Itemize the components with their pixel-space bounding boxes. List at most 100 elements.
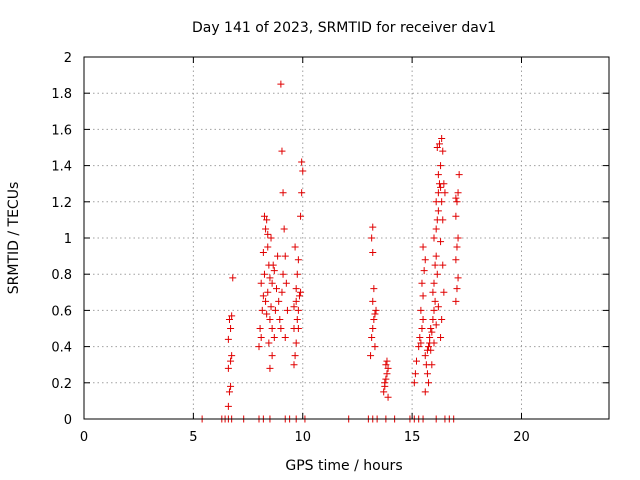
data-point — [274, 252, 282, 260]
data-point — [262, 297, 270, 305]
y-tick-label: 1.2 — [51, 196, 72, 211]
data-point — [413, 357, 420, 365]
data-point — [425, 379, 433, 387]
x-tick-label: 20 — [513, 430, 530, 445]
data-point — [292, 285, 300, 293]
data-point — [368, 334, 376, 342]
data-point — [229, 274, 237, 282]
data-point — [433, 270, 441, 278]
data-point — [281, 252, 289, 260]
data-point — [383, 357, 391, 365]
data-point — [452, 194, 460, 202]
data-point — [438, 134, 446, 142]
y-tick-label: 1.8 — [51, 87, 72, 102]
data-point — [423, 370, 431, 378]
y-tick-label: 1.6 — [51, 123, 72, 138]
data-point — [452, 256, 460, 264]
data-point — [266, 364, 274, 372]
data-point — [427, 325, 435, 332]
data-point — [372, 306, 380, 314]
data-point — [371, 343, 379, 351]
data-point — [432, 321, 440, 329]
data-point — [439, 216, 447, 224]
data-point — [369, 325, 377, 332]
axis-ticks — [83, 56, 609, 420]
data-point — [425, 343, 433, 351]
data-point — [430, 279, 438, 287]
grid-lines — [84, 57, 609, 419]
data-point — [290, 361, 298, 369]
data-point — [430, 234, 438, 242]
data-point — [381, 382, 389, 390]
data-point — [279, 189, 287, 197]
data-point — [369, 248, 377, 256]
data-point — [260, 270, 268, 278]
data-point — [293, 270, 301, 278]
data-point — [277, 80, 285, 88]
data-point — [299, 167, 307, 175]
y-tick-label: 0.6 — [51, 304, 72, 319]
data-point — [453, 243, 461, 251]
data-point — [437, 183, 445, 191]
data-point — [438, 198, 446, 206]
data-point — [290, 303, 298, 311]
data-point — [268, 279, 276, 287]
data-point — [440, 180, 448, 188]
data-point — [255, 343, 263, 351]
y-tick-label: 0.4 — [51, 341, 72, 356]
data-point — [292, 297, 300, 305]
y-axis-tick-labels: 0 0.2 0.4 0.6 0.8 1 1.2 1.4 1.6 1.8 2 — [51, 51, 72, 428]
data-point — [417, 339, 425, 347]
data-point — [382, 375, 390, 383]
x-tick-label: 15 — [404, 430, 421, 445]
data-point — [434, 207, 442, 215]
data-point — [292, 339, 300, 347]
data-point — [453, 198, 461, 206]
data-point — [258, 306, 266, 314]
x-tick-label: 10 — [294, 430, 311, 445]
data-point — [438, 315, 446, 323]
data-point — [416, 334, 424, 342]
data-point — [428, 328, 436, 336]
data-point — [259, 248, 267, 256]
data-point — [429, 288, 437, 296]
data-point — [277, 325, 285, 332]
data-point — [271, 306, 279, 314]
data-point — [418, 325, 426, 332]
data-point — [264, 288, 272, 296]
data-point — [294, 256, 302, 264]
data-point — [225, 315, 233, 323]
y-tick-label: 0.2 — [51, 377, 72, 392]
data-point — [431, 261, 439, 269]
data-point — [280, 225, 288, 233]
data-point — [429, 315, 437, 323]
data-point — [383, 370, 391, 378]
data-point — [454, 189, 462, 197]
data-point — [432, 225, 440, 233]
data-point — [421, 256, 429, 264]
data-point — [268, 325, 276, 332]
data-point — [259, 292, 267, 300]
data-point — [279, 270, 287, 278]
data-point — [297, 288, 305, 296]
data-point — [276, 315, 284, 323]
data-point — [224, 402, 232, 410]
data-point — [257, 334, 265, 342]
y-tick-label: 1 — [64, 232, 72, 247]
data-point — [291, 243, 299, 251]
x-axis-label: GPS time / hours — [285, 458, 402, 474]
data-point — [368, 234, 376, 242]
data-point — [278, 288, 286, 296]
chart-title: Day 141 of 2023, SRMTID for receiver dav… — [192, 20, 496, 36]
data-point — [371, 310, 379, 318]
data-point — [420, 267, 428, 275]
data-point — [369, 223, 377, 231]
y-tick-label: 1.4 — [51, 160, 72, 175]
data-point — [418, 279, 426, 287]
data-point — [454, 234, 462, 242]
data-point — [225, 388, 233, 396]
data-point — [434, 189, 442, 197]
data-point — [439, 261, 447, 269]
data-point — [433, 144, 441, 151]
y-tick-label: 0.8 — [51, 268, 72, 283]
